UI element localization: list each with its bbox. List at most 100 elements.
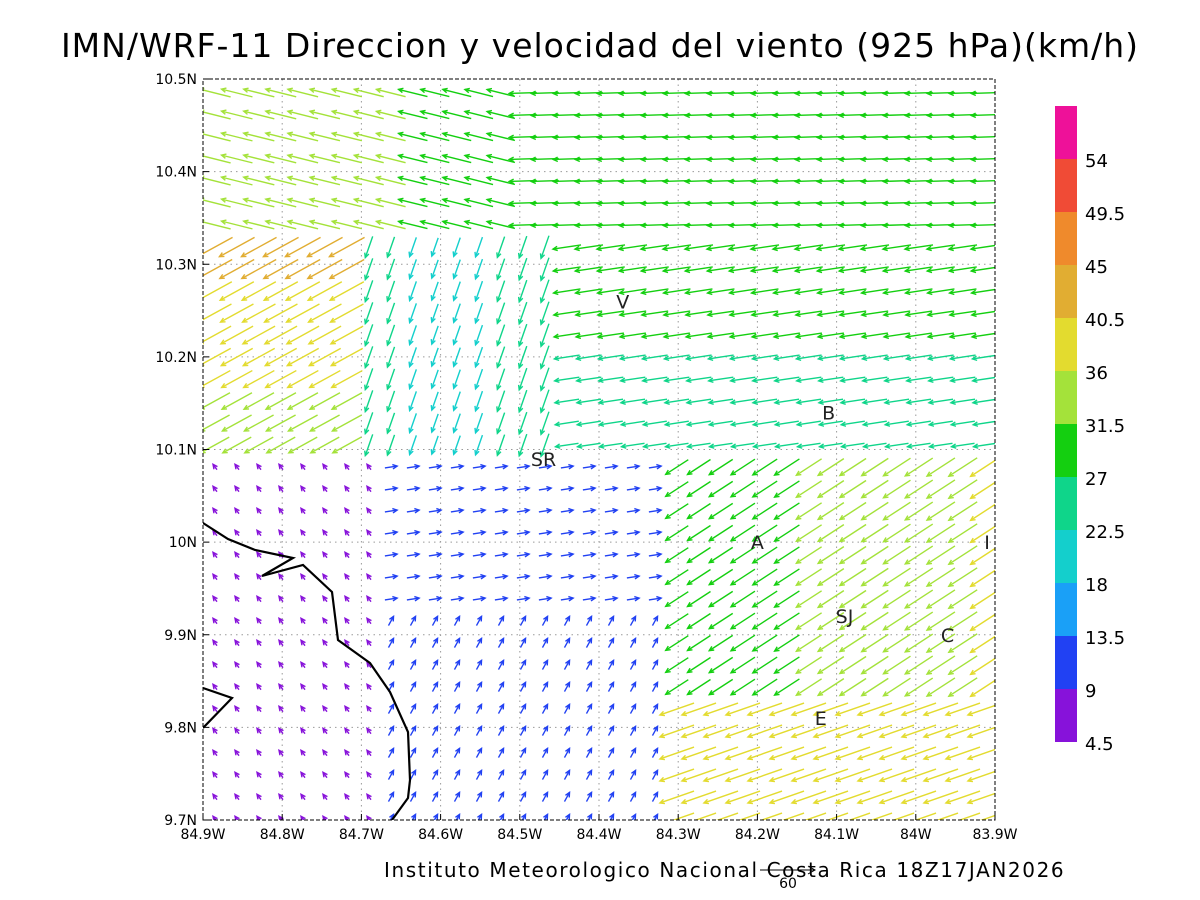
wind-arrow: [751, 420, 777, 427]
wind-arrow: [838, 354, 866, 362]
wind-arrow: [663, 398, 690, 405]
wind-arrow: [218, 258, 255, 280]
wind-arrow: [795, 656, 823, 675]
wind-arrow: [651, 637, 659, 648]
wind-arrow: [300, 815, 306, 820]
wind-arrow: [707, 656, 734, 674]
wind-arrow: [947, 677, 978, 698]
wind-arrow: [278, 485, 284, 493]
wind-arrow: [463, 219, 494, 230]
wind-arrow: [663, 442, 689, 449]
wind-arrow: [870, 812, 893, 820]
wind-arrow: [604, 485, 619, 492]
wind-arrow: [746, 790, 783, 805]
wind-arrow: [658, 746, 695, 761]
wind-arrow: [664, 481, 689, 498]
wind-arrow: [683, 244, 714, 252]
wind-arrow: [970, 332, 995, 340]
wind-arrow: [925, 266, 955, 274]
wind-arrow: [300, 661, 306, 669]
wind-arrow: [773, 458, 800, 476]
wind-arrow: [463, 131, 494, 142]
wind-arrow: [971, 376, 995, 384]
wind-arrow: [664, 503, 689, 520]
wind-arrow: [539, 389, 550, 414]
wind-arrow: [300, 771, 306, 779]
wind-arrow: [607, 615, 615, 626]
wind-arrow: [450, 507, 465, 514]
wind-arrow: [234, 463, 240, 471]
wind-arrow: [300, 639, 306, 647]
wind-arrow: [386, 412, 396, 435]
wind-arrow: [618, 332, 647, 340]
wind-arrow: [463, 87, 494, 98]
wind-arrow: [307, 303, 342, 323]
wind-arrow: [750, 354, 778, 362]
wind-arrow: [330, 109, 362, 120]
wind-arrow: [553, 398, 580, 405]
wind-arrow: [431, 703, 439, 714]
wind-arrow: [330, 131, 362, 142]
wind-arrow: [727, 266, 757, 274]
wind-arrow: [662, 332, 691, 340]
wind-arrow: [727, 288, 757, 296]
wind-arrow: [560, 551, 575, 558]
wind-arrow: [519, 659, 527, 670]
wind-arrow: [958, 812, 981, 820]
wind-arrow: [661, 266, 691, 274]
wind-arrow: [328, 236, 365, 258]
wind-arrow: [344, 463, 350, 471]
legend-swatch: [1055, 159, 1077, 212]
wind-arrow: [551, 288, 581, 296]
wind-arrow: [386, 302, 396, 325]
wind-arrow: [406, 463, 421, 470]
wind-arrow: [366, 705, 372, 713]
wind-arrow: [925, 523, 956, 543]
wind-arrow: [882, 589, 911, 609]
wind-arrow: [278, 683, 284, 691]
wind-arrow: [497, 769, 505, 780]
wind-arrow: [344, 573, 350, 581]
wind-arrow: [322, 749, 328, 757]
x-tick-label: 84.9W: [180, 827, 225, 843]
wind-arrow: [969, 266, 995, 274]
wind-arrow: [947, 567, 978, 588]
wind-arrow: [472, 485, 487, 492]
wind-arrow: [816, 656, 845, 675]
wind-arrow: [773, 656, 800, 674]
wind-arrow: [686, 502, 711, 520]
wind-arrow: [344, 485, 350, 493]
wind-arrow: [212, 639, 218, 647]
wind-arrow: [629, 637, 637, 648]
wind-arrow: [242, 392, 275, 411]
wind-arrow: [794, 310, 823, 318]
wind-arrow: [948, 354, 976, 362]
wind-arrow: [212, 485, 218, 493]
wind-arrow: [330, 175, 362, 186]
wind-arrow: [220, 414, 252, 432]
wind-arrow: [212, 771, 218, 779]
x-tick-label: 83.9W: [972, 827, 1017, 843]
wind-arrow: [686, 634, 711, 652]
wind-arrow: [374, 87, 406, 98]
wind-arrow: [607, 681, 615, 692]
wind-arrow: [352, 197, 384, 208]
wind-arrow: [366, 573, 372, 581]
wind-arrow: [604, 507, 619, 514]
wind-arrow: [925, 244, 956, 252]
wind-arrow: [212, 463, 218, 471]
wind-arrow: [860, 589, 889, 609]
wind-arrow: [553, 376, 580, 384]
wind-arrow: [707, 568, 734, 586]
wind-arrow: [640, 310, 669, 318]
wind-arrow: [308, 219, 341, 230]
wind-arrow: [838, 479, 867, 499]
wind-arrow: [212, 705, 218, 713]
wind-arrow: [947, 244, 978, 252]
wind-arrow: [485, 175, 516, 186]
wind-arrow: [328, 258, 365, 280]
wind-arrow: [441, 175, 472, 186]
wind-arrow: [386, 280, 396, 303]
wind-arrow: [330, 87, 362, 98]
wind-arrow: [406, 507, 421, 514]
